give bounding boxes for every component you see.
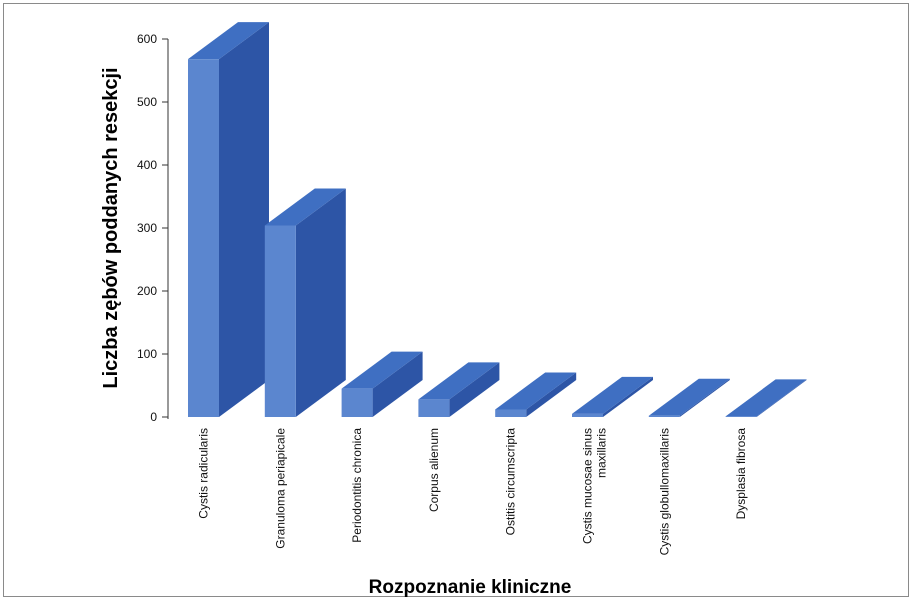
bar-front-face — [725, 416, 757, 417]
bar-front-face — [418, 399, 450, 417]
y-tick-label: 400 — [137, 158, 157, 172]
bar-side-face — [526, 372, 577, 417]
category-label: Dysplasia fibrosa — [734, 428, 748, 520]
category-labels: Cystis radicularis Granuloma periapicale P… — [197, 428, 749, 556]
bar-top-face — [341, 351, 423, 389]
chart-frame — [3, 3, 909, 597]
bar-side-face — [603, 376, 653, 417]
bar-side-face — [756, 379, 807, 417]
bar — [495, 372, 577, 417]
category-label: Ostitis circumscripta — [504, 428, 518, 536]
bars — [188, 22, 807, 417]
bar — [264, 188, 346, 417]
y-tick-label: 0 — [150, 410, 157, 424]
bar-side-face — [449, 362, 500, 417]
bar-side-face — [679, 378, 730, 417]
bar-top-face — [725, 379, 807, 417]
bar-top-face — [188, 22, 269, 60]
bar-side-face — [219, 22, 269, 417]
category-label: Corpus alienum — [427, 428, 441, 512]
bar-front-face — [495, 409, 527, 417]
bar-front-face — [341, 388, 373, 417]
x-axis-title: Rozpoznanie kliniczne — [369, 577, 572, 598]
y-tick-label: 500 — [137, 95, 157, 109]
y-tick-label: 300 — [137, 221, 157, 235]
category-label: Periodontitis chronica — [350, 428, 364, 543]
bar — [188, 22, 269, 417]
bar-front-face — [572, 413, 603, 417]
bar-top-face — [495, 372, 577, 410]
category-label: Granuloma periapicale — [273, 428, 287, 549]
bar-side-face — [295, 188, 346, 417]
y-tick-label: 200 — [137, 284, 157, 298]
bar-top-face — [418, 362, 500, 400]
bar — [725, 379, 807, 417]
bar — [341, 351, 423, 417]
bar-front-face — [188, 59, 219, 417]
bar-side-face — [372, 351, 423, 417]
bar — [572, 376, 653, 417]
bar — [418, 362, 500, 417]
y-tick-label: 600 — [137, 32, 157, 46]
category-label: Cystis radicularis — [197, 428, 211, 519]
bar-top-face — [264, 188, 346, 226]
y-axis-ticks: 0 100 200 300 400 500 600 — [137, 32, 168, 424]
bar-front-face — [264, 225, 296, 417]
bar-front-face — [648, 415, 680, 417]
category-label: Cystis globullomaxillaris — [657, 428, 671, 555]
y-axis-title: Liczba zębów poddanych resekcji — [100, 67, 122, 388]
bar-top-face — [648, 378, 730, 416]
category-label: Cystis mucosae sinusmaxillaris — [581, 428, 609, 544]
bar-top-face — [572, 376, 653, 414]
y-tick-label: 100 — [137, 347, 157, 361]
bar — [648, 378, 730, 417]
